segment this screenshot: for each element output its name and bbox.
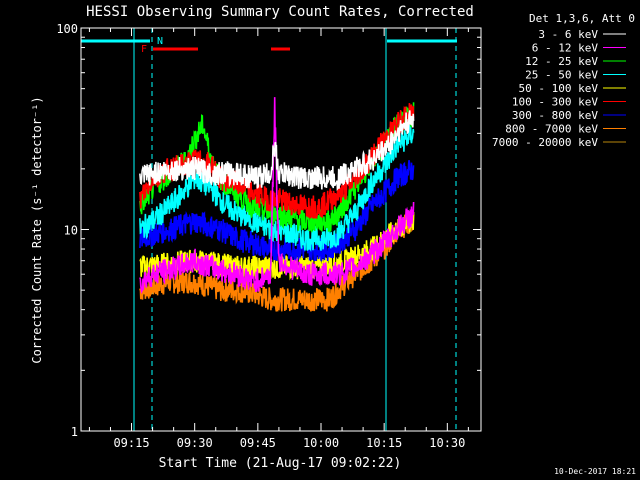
series-line [139,160,415,262]
night-marker-label: N [157,36,163,47]
y-tick-label: 100 [56,22,78,36]
y-axis: 1 10 100 [56,22,481,439]
flare-marker-label: F [141,44,147,55]
legend-label: 7000 - 20000 keV [492,136,598,149]
series-line [139,124,415,253]
legend-title: Det 1,3,6, Att 0 [529,12,635,25]
legend-label: 100 - 300 keV [512,96,598,109]
x-tick-label: 10:30 [429,436,465,450]
series-layer [139,97,415,312]
date-stamp: 10-Dec-2017 18:21 [554,467,636,476]
legend-label: 50 - 100 keV [519,82,599,95]
orbit-indicators: N F [81,36,457,55]
y-tick-label: 10 [64,224,78,238]
y-tick-label: 1 [71,425,78,439]
legend-label: 800 - 7000 keV [505,123,598,136]
x-tick-label: 09:45 [240,436,276,450]
legend-label: 300 - 800 keV [512,109,598,122]
series-line [139,110,415,192]
x-axis-label: Start Time (21-Aug-17 09:02:22) [159,456,402,471]
x-axis: 09:15 09:30 09:45 10:00 10:15 10:30 [88,28,469,450]
legend-label: 12 - 25 keV [525,55,598,68]
x-tick-label: 10:15 [366,436,402,450]
y-axis-label: Corrected Count Rate (s⁻¹ detector⁻¹) [30,96,44,363]
x-tick-label: 10:00 [303,436,339,450]
series-line [139,97,415,295]
legend-label: 25 - 50 keV [525,69,598,82]
chart-title: HESSI Observing Summary Count Rates, Cor… [86,4,474,20]
x-tick-label: 09:15 [113,436,149,450]
legend-label: 6 - 12 keV [532,42,599,55]
x-tick-label: 09:30 [177,436,213,450]
reference-lines [133,28,457,431]
legend-label: 3 - 6 keV [538,28,598,41]
